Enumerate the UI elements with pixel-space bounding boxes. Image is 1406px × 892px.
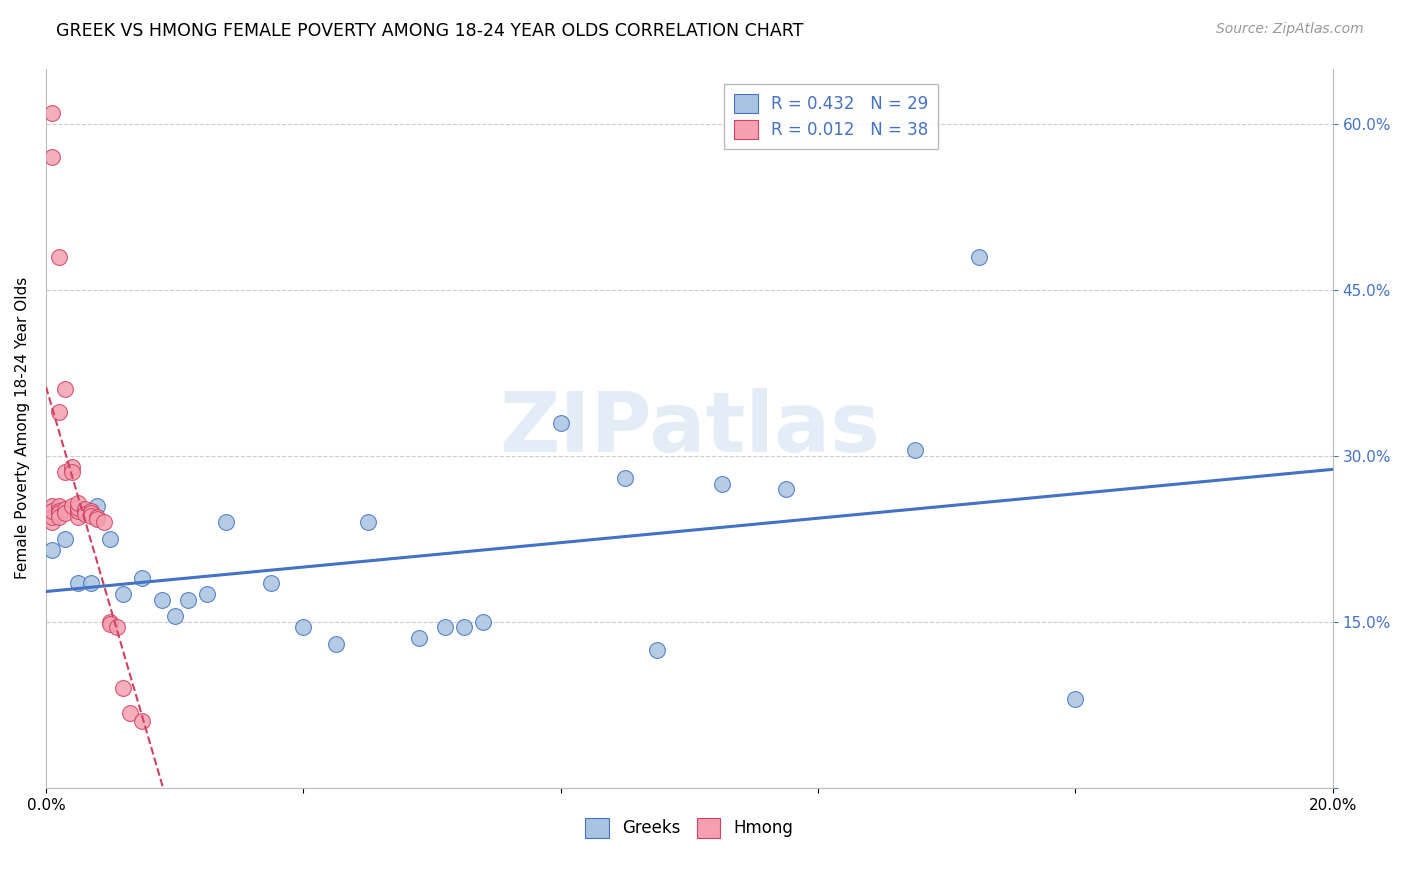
Point xyxy=(260,576,283,591)
Point xyxy=(53,507,76,521)
Point xyxy=(86,512,108,526)
Point xyxy=(67,504,90,518)
Point xyxy=(86,509,108,524)
Point xyxy=(472,615,495,629)
Point xyxy=(710,476,733,491)
Point xyxy=(73,504,96,518)
Point xyxy=(98,617,121,632)
Point xyxy=(48,404,70,418)
Point xyxy=(60,459,83,474)
Y-axis label: Female Poverty Among 18-24 Year Olds: Female Poverty Among 18-24 Year Olds xyxy=(15,277,30,579)
Point xyxy=(41,515,63,529)
Point xyxy=(408,632,430,646)
Point xyxy=(80,576,103,591)
Point xyxy=(292,620,315,634)
Point xyxy=(48,504,70,518)
Point xyxy=(98,615,121,629)
Point xyxy=(195,587,218,601)
Point xyxy=(41,105,63,120)
Point xyxy=(903,443,925,458)
Point xyxy=(53,502,76,516)
Point xyxy=(93,515,115,529)
Point xyxy=(53,383,76,397)
Point xyxy=(41,499,63,513)
Point xyxy=(41,542,63,557)
Point xyxy=(1064,692,1087,706)
Point xyxy=(67,496,90,510)
Point xyxy=(433,620,456,634)
Point xyxy=(86,499,108,513)
Point xyxy=(98,532,121,546)
Point xyxy=(112,587,135,601)
Point xyxy=(48,250,70,264)
Point xyxy=(41,150,63,164)
Text: ZIPatlas: ZIPatlas xyxy=(499,388,880,468)
Point xyxy=(60,499,83,513)
Point xyxy=(645,642,668,657)
Point xyxy=(775,482,797,496)
Point xyxy=(325,637,347,651)
Point xyxy=(105,620,128,634)
Point xyxy=(131,714,153,729)
Point xyxy=(215,515,238,529)
Point xyxy=(131,571,153,585)
Point xyxy=(112,681,135,696)
Point xyxy=(67,509,90,524)
Point xyxy=(73,502,96,516)
Point xyxy=(163,609,186,624)
Point xyxy=(118,706,141,720)
Point xyxy=(73,508,96,522)
Text: Source: ZipAtlas.com: Source: ZipAtlas.com xyxy=(1216,22,1364,37)
Point xyxy=(80,508,103,523)
Point xyxy=(150,592,173,607)
Point xyxy=(80,504,103,518)
Point xyxy=(453,620,475,634)
Point xyxy=(67,576,90,591)
Text: GREEK VS HMONG FEMALE POVERTY AMONG 18-24 YEAR OLDS CORRELATION CHART: GREEK VS HMONG FEMALE POVERTY AMONG 18-2… xyxy=(56,22,804,40)
Point xyxy=(357,515,380,529)
Point xyxy=(67,500,90,515)
Point xyxy=(550,416,572,430)
Point xyxy=(48,507,70,521)
Point xyxy=(60,466,83,480)
Point xyxy=(967,250,990,264)
Point xyxy=(53,532,76,546)
Point xyxy=(48,499,70,513)
Point xyxy=(41,504,63,518)
Point xyxy=(41,509,63,524)
Legend: Greeks, Hmong: Greeks, Hmong xyxy=(579,812,800,844)
Point xyxy=(614,471,637,485)
Point xyxy=(48,509,70,524)
Point xyxy=(53,466,76,480)
Point xyxy=(176,592,198,607)
Point xyxy=(80,507,103,521)
